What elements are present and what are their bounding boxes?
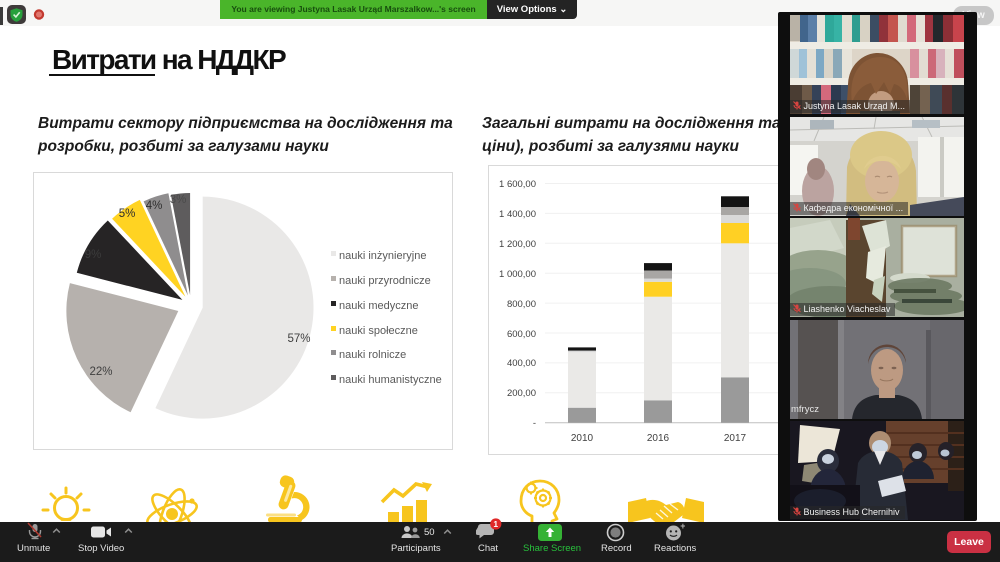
- svg-text:1 400,00: 1 400,00: [499, 209, 536, 220]
- svg-text:nauki inżynieryjne: nauki inżynieryjne: [339, 250, 426, 262]
- svg-text:1 600,00: 1 600,00: [499, 179, 536, 190]
- svg-text:2016: 2016: [647, 433, 670, 444]
- svg-text:3%: 3%: [170, 194, 187, 206]
- svg-text:+: +: [680, 523, 685, 531]
- svg-text:nauki społeczne: nauki społeczne: [339, 325, 418, 337]
- svg-text:1 200,00: 1 200,00: [499, 239, 536, 250]
- svg-text:1: 1: [493, 519, 498, 529]
- svg-text:400,00: 400,00: [507, 358, 536, 369]
- svg-text:600,00: 600,00: [507, 329, 536, 340]
- svg-text:2017: 2017: [724, 433, 747, 444]
- svg-text:57%: 57%: [287, 333, 310, 345]
- svg-text:nauki przyrodnicze: nauki przyrodnicze: [339, 275, 431, 287]
- svg-text:800,00: 800,00: [507, 299, 536, 310]
- svg-text:2010: 2010: [571, 433, 594, 444]
- svg-text:4%: 4%: [146, 200, 163, 212]
- svg-text:22%: 22%: [89, 366, 112, 378]
- svg-text:9%: 9%: [85, 249, 102, 261]
- svg-text:-: -: [533, 418, 536, 429]
- svg-text:nauki medyczne: nauki medyczne: [339, 300, 419, 312]
- svg-text:1 000,00: 1 000,00: [499, 269, 536, 280]
- svg-text:200,00: 200,00: [507, 388, 536, 399]
- svg-text:5%: 5%: [119, 208, 136, 220]
- svg-text:nauki rolnicze: nauki rolnicze: [339, 349, 406, 361]
- svg-text:nauki humanistyczne: nauki humanistyczne: [339, 374, 442, 386]
